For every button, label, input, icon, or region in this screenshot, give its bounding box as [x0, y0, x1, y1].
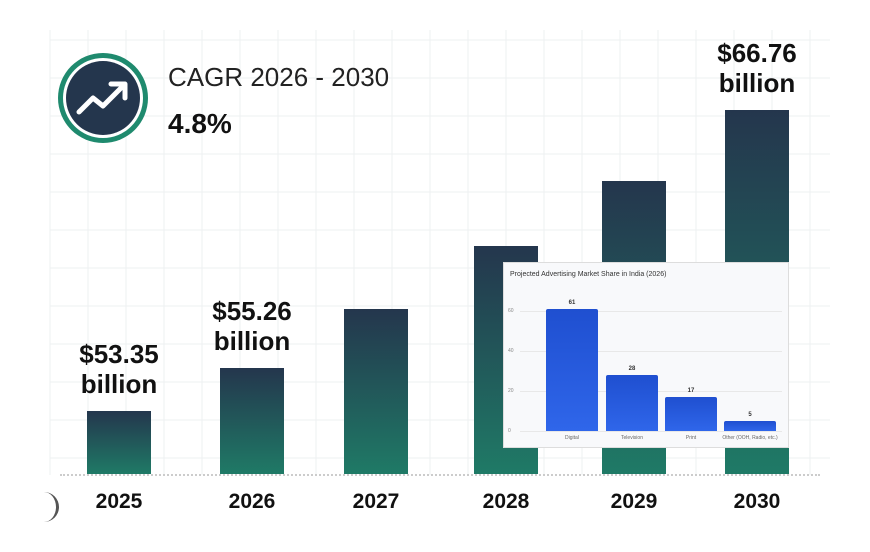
inset-x-tick: Print [685, 435, 697, 441]
inset-title: Projected Advertising Market Share in In… [510, 271, 667, 278]
cagr-label: CAGR 2026 - 2030 [168, 62, 390, 92]
inset-grid-line [520, 311, 782, 312]
x-tick-label: 2025 [95, 490, 143, 513]
inset-data-label: 17 [687, 388, 695, 394]
inset-y-tick: 0 [508, 428, 511, 434]
inset-y-tick: 20 [508, 388, 514, 394]
data-label-value: $55.26 [212, 296, 292, 327]
data-label: $66.76 billion [687, 38, 827, 98]
data-label-unit: billion [80, 368, 158, 399]
bar-2027 [344, 308, 408, 474]
inset-x-tick: Other (OOH, Radio, etc.) [722, 435, 778, 441]
x-tick-label: 2026 [228, 490, 276, 513]
data-label-value: $53.35 [79, 338, 159, 369]
x-axis-baseline [60, 474, 820, 476]
inset-chart: Projected Advertising Market Share in In… [503, 262, 789, 448]
x-tick-label: 2027 [352, 490, 400, 513]
inset-y-tick: 60 [508, 308, 514, 314]
x-tick-label: 2028 [482, 490, 530, 513]
data-label-unit: billion [718, 68, 796, 98]
inset-data-label: 28 [628, 366, 636, 372]
inset-x-tick: Television [621, 435, 643, 441]
scroll-handle[interactable] [44, 492, 59, 522]
x-tick-label: 2030 [733, 490, 781, 513]
trending-up-icon [58, 53, 148, 143]
inset-y-tick: 40 [508, 348, 514, 354]
inset-grid-line [520, 351, 782, 352]
inset-bar [546, 309, 598, 431]
data-label-value: $66.76 [717, 38, 797, 68]
inset-data-label: 5 [748, 412, 752, 418]
inset-bar [606, 375, 658, 431]
bar-2025 [87, 410, 151, 474]
inset-bar [724, 421, 776, 431]
data-label-unit: billion [213, 326, 291, 357]
x-tick-label: 2029 [610, 490, 658, 513]
inset-grid-line [520, 431, 782, 432]
inset-bar [665, 397, 717, 431]
data-label: $53.35 billion [49, 339, 189, 399]
inset-data-label: 61 [568, 300, 576, 306]
inset-x-tick: Digital [565, 435, 579, 441]
bar-2026 [220, 368, 284, 474]
cagr-value: 4.8% [168, 108, 232, 139]
data-label: $55.26 billion [182, 296, 322, 356]
